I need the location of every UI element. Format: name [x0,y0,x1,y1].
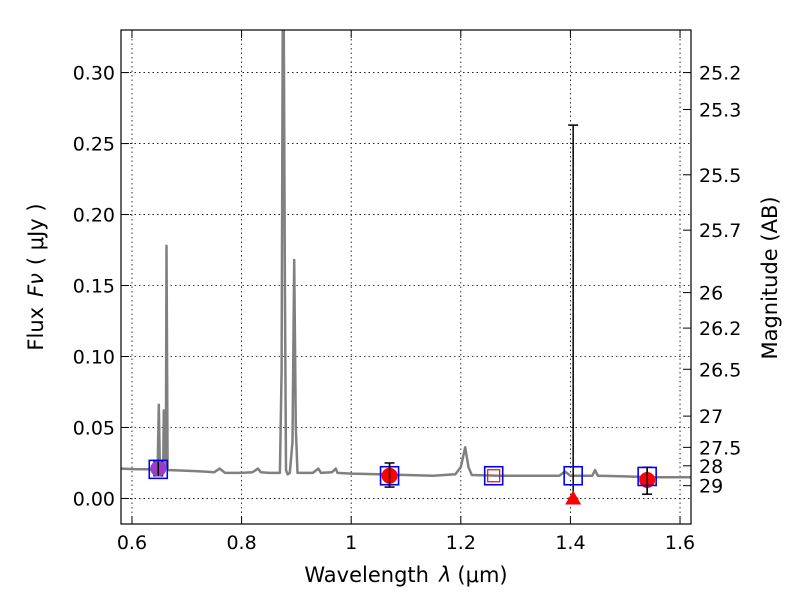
y2-tick-label: 26 [699,283,723,305]
x-tick-label: 0.8 [226,532,256,554]
x-tick-label: 0.6 [117,532,147,554]
model-photometry-square [563,465,583,486]
y-tick-label: 0.20 [73,205,115,227]
photometry-layer [148,124,657,505]
y2-tick-label: 25.7 [699,220,741,242]
y-axis-title: FluxFν( μJy ) [24,203,48,350]
model-spectrum-layer [121,30,691,479]
y2-tick-label: 25.2 [699,63,741,85]
x-tick-label: 1.2 [446,532,476,554]
y2-tick-label: 25.5 [699,165,741,187]
model-spectrum-line [121,30,691,479]
y2-tick-label: 27.5 [699,437,741,459]
upper-limit-triangle [565,490,582,505]
x-axis-title: Wavelength λ (μm) [304,563,507,587]
model-photometry-square [483,465,504,486]
y-tick-label: 0.15 [73,276,115,298]
y-tick-label: 0.25 [73,134,115,156]
y2-tick-label: 26.2 [699,318,741,340]
x-tick-label: 1 [345,532,357,554]
model-photometry-square [148,459,169,480]
axis-ticks: 0.6 0.8 1 1.2 1.4 1.6 0.00 0.05 0.10 0.15 0.20 0.25… [73,30,741,554]
y2-tick-label: 27 [699,406,723,428]
y2-tick-label: 26.5 [699,359,741,381]
y2-tick-label: 25.3 [699,99,741,121]
y-tick-label: 0.05 [73,417,115,439]
y2-tick-label: 28 [699,456,723,478]
x-tick-label: 1.4 [555,532,585,554]
y-tick-label: 0.10 [73,346,115,368]
model-photometry-inner-square [487,469,501,483]
y2-axis-title: Magnitude (AB) [758,196,782,359]
plot-frame [120,29,692,525]
grid [121,30,691,524]
y-tick-label: 0.00 [73,488,115,510]
y-tick-label: 0.30 [73,63,115,85]
y2-tick-label: 29 [699,476,723,498]
x-tick-label: 1.6 [665,532,695,554]
